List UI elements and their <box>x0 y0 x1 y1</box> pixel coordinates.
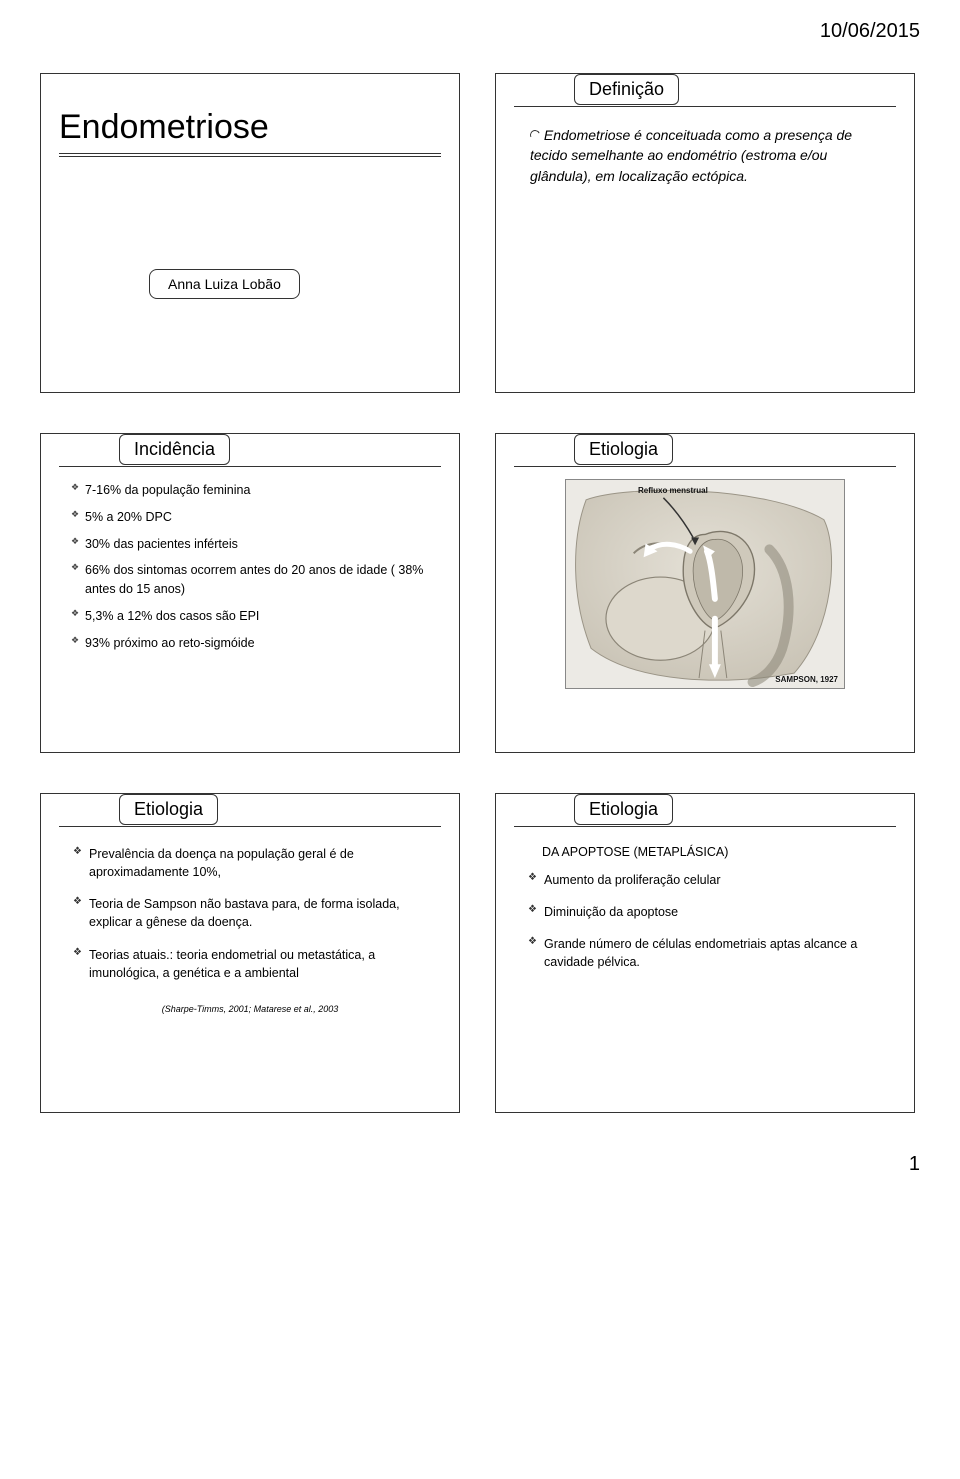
sampson-label: SAMPSON, 1927 <box>775 675 838 684</box>
slide4-title-tab: Etiologia <box>574 434 673 465</box>
slide5-title-tab: Etiologia <box>119 794 218 825</box>
slide-grid: Endometriose Anna Luiza Lobão Definição … <box>40 73 920 1113</box>
apoptosis-list: Aumento da proliferação celular Diminuiç… <box>528 871 896 972</box>
page-number: 1 <box>40 1153 920 1176</box>
slide-etiology-apoptosis: Etiologia DA APOPTOSE (METAPLÁSICA) Aume… <box>495 793 915 1113</box>
slide3-title-tab: Incidência <box>119 434 230 465</box>
slide-title: Endometriose Anna Luiza Lobão <box>40 73 460 393</box>
list-item: Teoria de Sampson não bastava para, de f… <box>73 895 441 931</box>
anatomy-diagram: Refluxo menstrual SAMPSON, 1927 <box>565 479 845 689</box>
list-item: Aumento da proliferação celular <box>528 871 896 889</box>
list-item: 66% dos sintomas ocorrem antes do 20 ano… <box>71 561 441 599</box>
page-date: 10/06/2015 <box>40 20 920 43</box>
author-box: Anna Luiza Lobão <box>149 269 300 299</box>
main-title: Endometriose <box>59 108 441 147</box>
title-rule-1 <box>59 153 441 154</box>
list-item: 30% das pacientes inférteis <box>71 535 441 554</box>
apoptosis-heading: DA APOPTOSE (METAPLÁSICA) <box>542 845 896 859</box>
slide-incidence: Incidência 7-16% da população feminina 5… <box>40 433 460 753</box>
anatomy-svg <box>566 480 844 688</box>
incidence-list: 7-16% da população feminina 5% a 20% DPC… <box>71 481 441 652</box>
slide2-title-tab: Definição <box>574 74 679 105</box>
list-item: Teorias atuais.: teoria endometrial ou m… <box>73 946 441 982</box>
list-item: 5,3% a 12% dos casos são EPI <box>71 607 441 626</box>
citation: (Sharpe-Timms, 2001; Matarese et al., 20… <box>59 1004 441 1014</box>
slide6-title-tab: Etiologia <box>574 794 673 825</box>
list-item: 5% a 20% DPC <box>71 508 441 527</box>
list-item: Prevalência da doença na população geral… <box>73 845 441 881</box>
etiology-list: Prevalência da doença na população geral… <box>73 845 441 982</box>
definition-text: Endometriose é conceituada como a presen… <box>530 125 886 186</box>
arc-icon <box>529 129 542 142</box>
title-rule-2 <box>59 156 441 157</box>
slide-etiology-anatomy: Etiologia <box>495 433 915 753</box>
list-item: 93% próximo ao reto-sigmóide <box>71 634 441 653</box>
list-item: 7-16% da população feminina <box>71 481 441 500</box>
list-item: Diminuição da apoptose <box>528 903 896 921</box>
definition-body: Endometriose é conceituada como a presen… <box>530 127 852 184</box>
slide-definition: Definição Endometriose é conceituada com… <box>495 73 915 393</box>
list-item: Grande número de células endometriais ap… <box>528 935 896 971</box>
slide-etiology-theories: Etiologia Prevalência da doença na popul… <box>40 793 460 1113</box>
reflux-label: Refluxo menstrual <box>638 486 708 495</box>
